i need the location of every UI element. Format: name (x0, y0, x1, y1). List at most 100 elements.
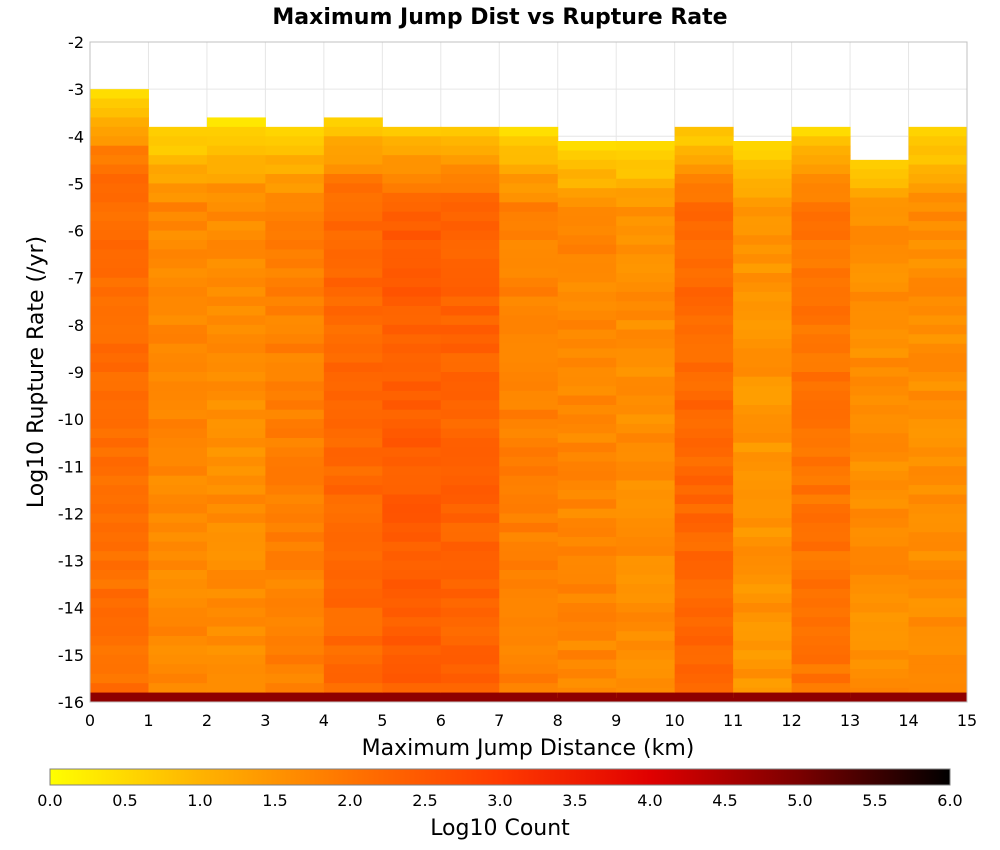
heatmap-cell (557, 376, 617, 387)
heatmap-cell (908, 617, 968, 628)
heatmap-cell (206, 570, 266, 580)
heatmap-cell (791, 258, 851, 269)
heatmap-cell (908, 315, 968, 326)
heatmap-cell (148, 692, 208, 702)
heatmap-cell (206, 126, 266, 137)
heatmap-cell (616, 489, 676, 500)
heatmap-cell (382, 428, 442, 439)
heatmap-cell (791, 202, 851, 213)
heatmap-cell (733, 489, 793, 500)
heatmap-cell (733, 159, 793, 170)
heatmap-cell (616, 376, 676, 387)
heatmap-cell (323, 541, 383, 552)
heatmap-cell (440, 390, 500, 401)
heatmap-cell (850, 348, 910, 359)
heatmap-cell (733, 329, 793, 340)
colorbar-ticks: 0.0 0.5 1.0 1.5 2.0 2.5 3.0 3.5 4.0 4.5 5.0 5.5 6.0 (37, 791, 962, 810)
heatmap-cell (499, 645, 559, 656)
heatmap-cell (616, 640, 676, 651)
heatmap-cell (791, 570, 851, 580)
heatmap-cell (90, 409, 149, 420)
heatmap-cell (850, 225, 910, 236)
heatmap-cell (850, 584, 910, 595)
heatmap-cell (90, 645, 149, 656)
heatmap-cell (733, 235, 793, 246)
heatmap-cell (440, 136, 500, 147)
y-tick-label: -16 (58, 693, 84, 712)
heatmap-cell (674, 258, 734, 269)
heatmap-cell (206, 145, 266, 156)
heatmap-cell (733, 310, 793, 321)
heatmap-cell (791, 617, 851, 628)
heatmap-cell (908, 692, 968, 702)
heatmap-cell (791, 645, 851, 656)
heatmap-cell (791, 598, 851, 609)
heatmap-cell (674, 155, 734, 166)
heatmap-cell (850, 254, 910, 265)
heatmap-cell (382, 419, 442, 430)
heatmap-cell (148, 541, 208, 552)
heatmap-cell (148, 155, 208, 166)
heatmap-cell (616, 565, 676, 576)
heatmap-cell (674, 541, 734, 552)
heatmap-cell (557, 565, 617, 576)
heatmap-cell (265, 230, 325, 241)
heatmap-cell (382, 560, 442, 571)
heatmap-cell (616, 339, 676, 349)
heatmap-cell (440, 277, 500, 288)
heatmap-cell (557, 461, 617, 472)
heatmap-cell (148, 258, 208, 269)
heatmap-cell (148, 419, 208, 430)
heatmap-cell (850, 169, 910, 180)
heatmap-cell (382, 532, 442, 543)
heatmap-cell (206, 296, 266, 307)
heatmap-cell (499, 419, 559, 430)
heatmap-cell (323, 117, 383, 128)
heatmap-cell (440, 353, 500, 364)
heatmap-cell (616, 414, 676, 425)
heatmap-cell (499, 626, 559, 637)
plot-frame (89, 41, 968, 703)
heatmap-cell (90, 136, 149, 147)
heatmap-cell (791, 145, 851, 156)
heatmap-cell (440, 258, 500, 269)
heatmap-cell (90, 343, 149, 354)
x-tick-label: 9 (611, 711, 621, 730)
heatmap-cell (382, 400, 442, 411)
heatmap-cell (90, 428, 149, 439)
heatmap-cell (499, 598, 559, 609)
heatmap-cell (148, 683, 208, 694)
heatmap-cell (148, 164, 208, 175)
heatmap-cell (323, 409, 383, 420)
heatmap-cell (791, 466, 851, 477)
heatmap-cell (791, 324, 851, 335)
heatmap-cell (323, 249, 383, 260)
heatmap-cell (791, 221, 851, 232)
heatmap-cell (206, 541, 266, 552)
heatmap-cell (791, 664, 851, 675)
heatmap-cell (148, 240, 208, 250)
heatmap-cell (850, 235, 910, 246)
heatmap-cell (323, 183, 383, 194)
heatmap-cell (791, 626, 851, 637)
heatmap-cell (791, 390, 851, 401)
heatmap-cell (733, 480, 793, 491)
heatmap-cell (382, 466, 442, 477)
heatmap-cell (557, 282, 617, 293)
heatmap-cell (90, 249, 149, 260)
heatmap-cell (791, 315, 851, 326)
heatmap-cell (148, 645, 208, 656)
heatmap-cell (850, 423, 910, 434)
colorbar-tick-label: 3.5 (562, 791, 587, 810)
heatmap-cell (850, 537, 910, 547)
heatmap-cell (791, 409, 851, 420)
heatmap-cell (908, 390, 968, 401)
heatmap-cell (616, 692, 676, 702)
heatmap-cell (265, 673, 325, 684)
heatmap-cell (674, 522, 734, 533)
heatmap-cell (148, 334, 208, 345)
heatmap-cell (382, 588, 442, 599)
heatmap-cell (850, 593, 910, 604)
heatmap-cell (323, 164, 383, 175)
heatmap-cell (440, 183, 500, 194)
